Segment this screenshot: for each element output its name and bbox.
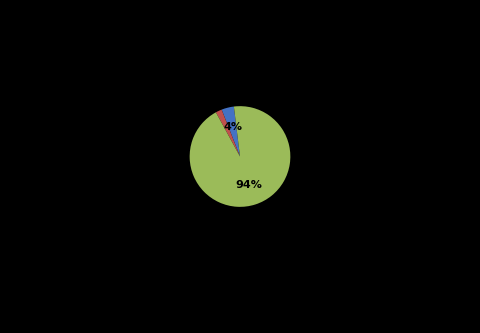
Wedge shape bbox=[190, 106, 290, 207]
Text: 4%: 4% bbox=[223, 122, 242, 132]
Wedge shape bbox=[216, 110, 240, 157]
Wedge shape bbox=[222, 107, 240, 157]
Text: 94%: 94% bbox=[236, 180, 263, 190]
